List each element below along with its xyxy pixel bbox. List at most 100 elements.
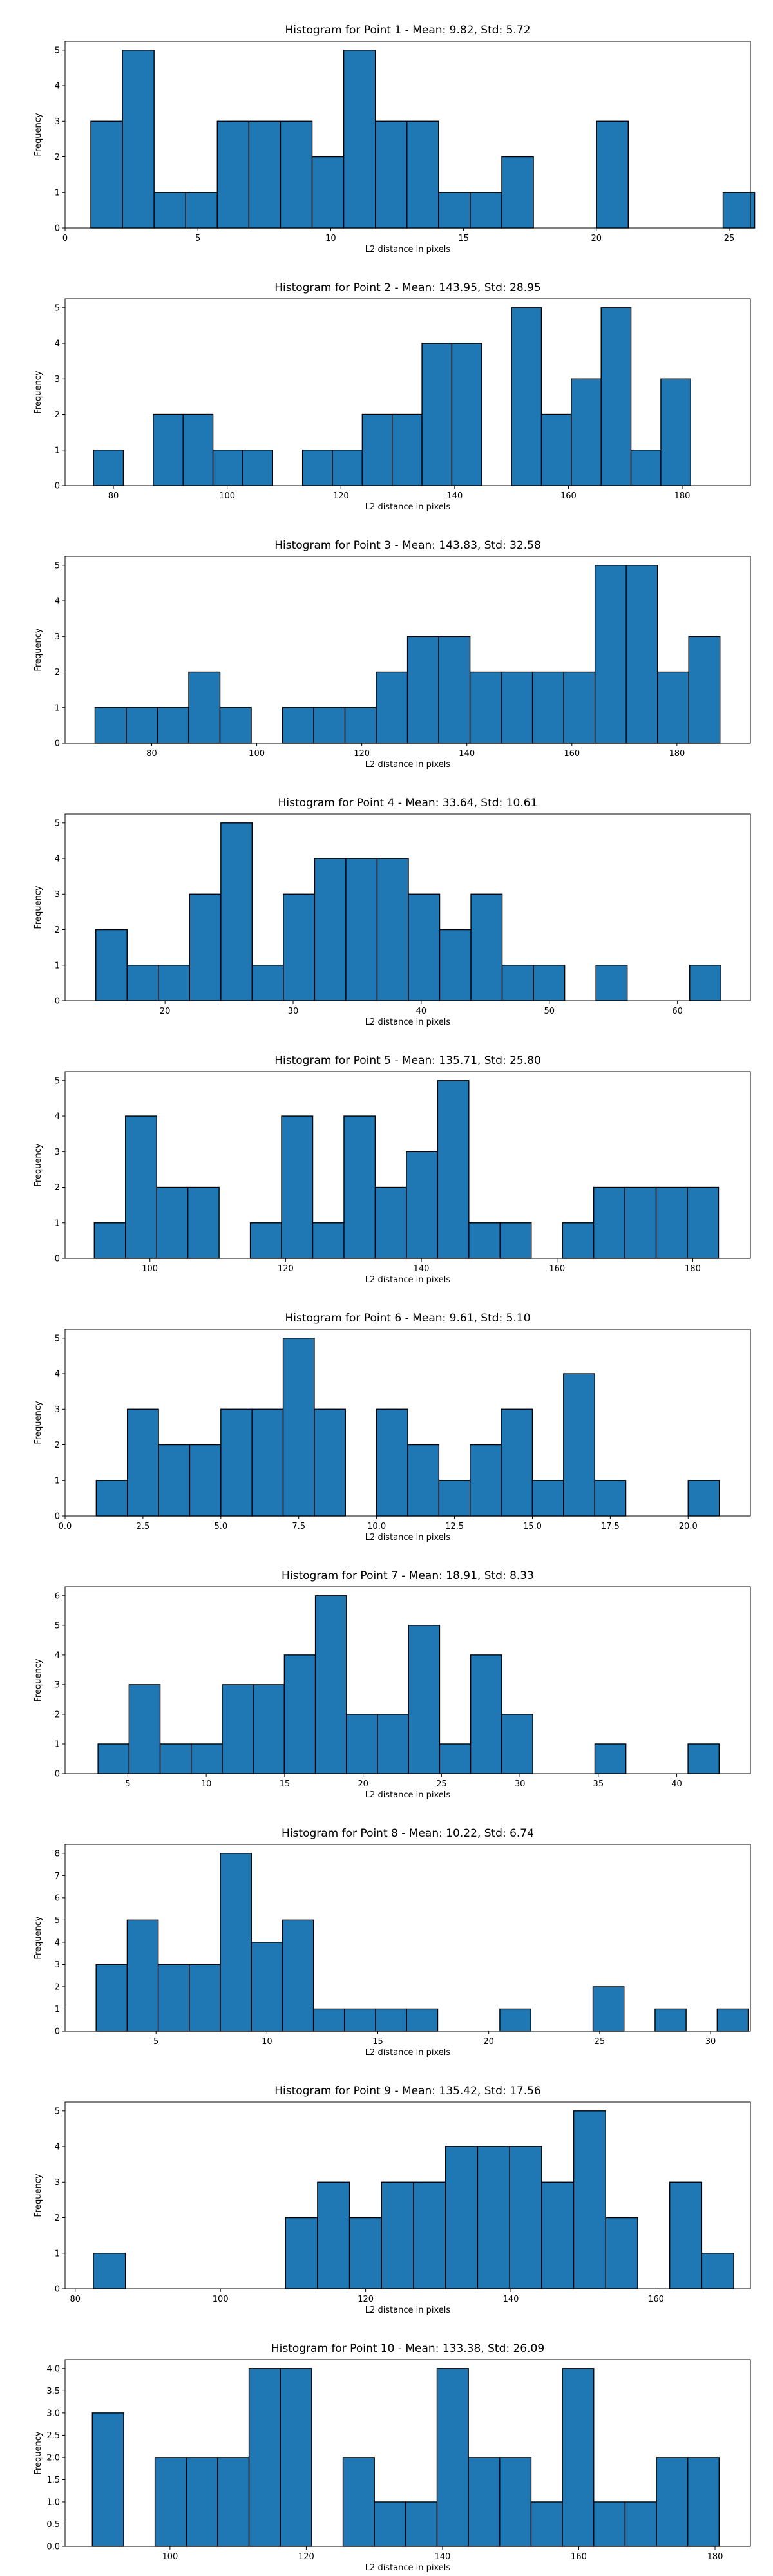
histogram-bar xyxy=(499,1222,532,1259)
histogram-bar xyxy=(405,2501,438,2547)
y-tick-label: 5 xyxy=(55,46,60,55)
plot-frame xyxy=(64,1586,751,1774)
x-tick-label: 100 xyxy=(249,749,265,759)
plot-frame xyxy=(64,1844,751,2032)
x-tick-label: 10 xyxy=(262,2037,272,2047)
x-axis-label: L2 distance in pixels xyxy=(365,245,451,254)
histogram-bar xyxy=(376,671,408,744)
histogram-bar xyxy=(94,707,127,744)
histogram-bar xyxy=(439,1743,472,1774)
histogram-panel-3: Histogram for Point 3 - Mean: 143.83, St… xyxy=(33,539,751,770)
histogram-bar xyxy=(95,1480,128,1517)
histogram-bar xyxy=(511,307,542,486)
y-tick-label: 5 xyxy=(55,1076,60,1086)
histogram-bar xyxy=(509,2146,542,2289)
histogram-bar xyxy=(332,450,363,486)
plot-frame xyxy=(64,41,751,229)
plot-frame xyxy=(64,1071,751,1259)
histogram-bar xyxy=(189,1444,222,1517)
chart-title: Histogram for Point 5 - Mean: 135.71, St… xyxy=(274,1054,541,1067)
histogram-bar xyxy=(531,1480,564,1517)
y-tick-label: 0 xyxy=(55,224,60,234)
histogram-bar xyxy=(593,1186,625,1259)
histogram-bar xyxy=(187,1186,220,1259)
histogram-bar xyxy=(470,893,503,1001)
histogram-bar xyxy=(348,2217,383,2289)
y-tick-label: 0 xyxy=(55,739,60,749)
histogram-bar xyxy=(361,413,393,486)
histogram-bar xyxy=(97,1743,130,1774)
y-tick-label: 8 xyxy=(55,1849,60,1859)
histogram-bar xyxy=(285,2217,318,2289)
y-tick-label: 3 xyxy=(55,375,60,384)
histogram-bar xyxy=(157,1964,190,2032)
histogram-bar xyxy=(222,1684,254,1774)
plot-frame xyxy=(64,813,751,1001)
histogram-bar xyxy=(413,2181,446,2289)
x-axis-label: L2 distance in pixels xyxy=(365,2048,451,2058)
histogram-bar xyxy=(251,1942,283,2032)
x-tick-label: 0.0 xyxy=(59,1522,72,1531)
x-axis-label: L2 distance in pixels xyxy=(365,760,451,770)
histogram-bar xyxy=(468,1222,501,1259)
y-tick-label: 5 xyxy=(55,561,60,571)
histogram-bar xyxy=(154,2457,187,2547)
x-tick-label: 140 xyxy=(435,2552,451,2562)
x-tick-label: 10 xyxy=(201,1779,212,1789)
x-tick-label: 100 xyxy=(213,2295,229,2304)
y-tick-label: 4.0 xyxy=(46,2364,60,2374)
histogram-bar xyxy=(660,378,691,486)
histogram-bar xyxy=(470,1444,502,1517)
histogram-panel-9: Histogram for Point 9 - Mean: 135.42, St… xyxy=(33,2085,751,2315)
x-tick-label: 20 xyxy=(483,2037,494,2047)
histogram-bar xyxy=(470,192,502,229)
histogram-bar xyxy=(377,1714,409,1774)
histogram-bar xyxy=(344,707,377,744)
y-tick-label: 5 xyxy=(55,1916,60,1926)
x-tick-label: 180 xyxy=(707,2552,723,2562)
histogram-bar xyxy=(376,858,409,1001)
chart-title: Histogram for Point 6 - Mean: 9.61, Std:… xyxy=(285,1312,530,1325)
y-tick-label: 2 xyxy=(55,1441,60,1450)
x-tick-label: 35 xyxy=(593,1779,604,1789)
y-tick-label: 2.5 xyxy=(46,2431,60,2441)
histogram-bar xyxy=(311,156,345,229)
x-tick-label: 25 xyxy=(724,234,735,243)
histogram-bar xyxy=(212,450,243,486)
histogram-bar xyxy=(421,343,453,486)
y-tick-label: 4 xyxy=(55,855,60,864)
x-tick-label: 40 xyxy=(671,1779,682,1789)
histogram-bar xyxy=(630,450,662,486)
y-tick-label: 2 xyxy=(55,1710,60,1719)
histogram-bar xyxy=(91,2412,124,2547)
bars xyxy=(93,307,691,486)
histogram-bar xyxy=(282,1338,315,1517)
histogram-bar xyxy=(313,707,346,744)
bars xyxy=(93,2110,734,2289)
histogram-bar xyxy=(281,1115,314,1259)
histogram-bar xyxy=(374,120,408,229)
histogram-bar xyxy=(374,1186,407,1259)
histogram-bar xyxy=(408,893,441,1001)
histogram-bar xyxy=(595,965,628,1001)
histogram-bar xyxy=(280,120,313,229)
histogram-bar xyxy=(153,192,186,229)
y-axis-label: Frequency xyxy=(33,1916,43,1959)
x-tick-label: 10.0 xyxy=(367,1522,386,1531)
histogram-bar xyxy=(438,192,471,229)
plot-frame xyxy=(64,2359,751,2547)
y-tick-label: 0 xyxy=(55,1512,60,1522)
histogram-panel-10: Histogram for Point 10 - Mean: 133.38, S… xyxy=(33,2342,751,2573)
histogram-bar xyxy=(624,2501,657,2547)
bars xyxy=(91,2368,720,2547)
y-tick-label: 5 xyxy=(55,1334,60,1343)
histogram-bar xyxy=(701,2253,734,2289)
x-tick-label: 12.5 xyxy=(445,1522,464,1531)
histogram-bar xyxy=(253,1684,285,1774)
histogram-bar xyxy=(381,2181,414,2289)
x-tick-label: 50 xyxy=(544,1007,555,1016)
histogram-bar xyxy=(95,929,128,1001)
y-tick-label: 1.0 xyxy=(46,2497,60,2507)
histogram-bar xyxy=(406,1151,439,1259)
histogram-bar xyxy=(251,1408,284,1517)
